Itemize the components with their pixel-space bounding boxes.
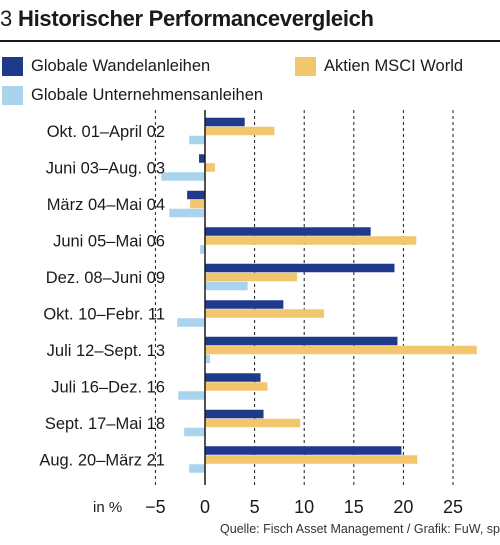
title-rule: [0, 40, 500, 42]
bar-2: [205, 382, 268, 391]
bar-3: [205, 354, 210, 364]
category-label: März 04–Mai 04: [47, 196, 165, 214]
bar-2: [190, 199, 205, 209]
bar-1: [205, 263, 395, 273]
bar-3: [177, 318, 205, 327]
bar-2: [205, 236, 417, 245]
legend-item-wandelanleihen: Globale Wandelanleihen: [2, 57, 210, 76]
legend-swatch: [2, 86, 23, 105]
chart-title: Historischer Performancevergleich: [18, 6, 374, 31]
bar-2: [205, 345, 477, 355]
category-label: Juli 12–Sept. 13: [47, 342, 165, 360]
category-label: Dez. 08–Juni 09: [46, 269, 165, 287]
x-tick-label: 15: [344, 497, 364, 517]
bar-2: [205, 126, 275, 136]
bar-2: [205, 163, 215, 172]
bar-1: [199, 154, 205, 163]
bar-2: [205, 455, 418, 464]
bar-3: [161, 172, 205, 181]
legend-item-msci-world: Aktien MSCI World: [295, 57, 463, 76]
bar-2: [205, 272, 298, 282]
bar-1: [205, 446, 402, 455]
bar-3: [200, 245, 205, 254]
legend-item-unternehmensanleihen: Globale Unternehmensanleihen: [2, 86, 263, 105]
bar-1: [205, 409, 264, 419]
x-tick-label: 0: [200, 497, 210, 517]
bar-3: [189, 464, 205, 473]
bar-3: [189, 135, 205, 145]
bar-3: [205, 281, 248, 291]
bar-3: [169, 208, 205, 218]
legend-swatch: [295, 57, 316, 76]
x-tick-label: 25: [443, 497, 463, 517]
x-tick-label: 20: [393, 497, 413, 517]
category-label: Juni 03–Aug. 03: [46, 160, 165, 178]
bar-2: [205, 418, 301, 428]
bar-1: [187, 190, 205, 200]
category-label: Juni 05–Mai 06: [53, 233, 165, 251]
legend-label: Globale Wandelanleihen: [31, 57, 211, 75]
source-note: Quelle: Fisch Asset Management / Grafik:…: [220, 522, 500, 536]
category-label: Okt. 01–April 02: [47, 123, 165, 141]
bar-1: [205, 117, 245, 127]
category-label: Sept. 17–Mai 18: [45, 415, 165, 433]
bar-1: [205, 373, 261, 382]
x-tick-label: 5: [250, 497, 260, 517]
bar-chart: Okt. 01–April 02 Juni 03–Aug. 03 März 04–M…: [39, 110, 477, 517]
bar-1: [205, 227, 371, 236]
category-label: Okt. 10–Febr. 11: [43, 306, 165, 324]
bar-2: [205, 309, 325, 318]
bar-1: [205, 336, 398, 346]
legend-label: Globale Unternehmensanleihen: [31, 86, 264, 104]
x-tick-label: −5: [145, 497, 166, 517]
legend-label: Aktien MSCI World: [324, 57, 464, 75]
bar-1: [205, 300, 284, 309]
legend-swatch: [2, 57, 23, 76]
bar-3: [184, 427, 205, 437]
category-label: Aug. 20–März 21: [39, 452, 165, 470]
category-label: Juli 16–Dez. 16: [51, 379, 165, 397]
bar-3: [178, 391, 205, 400]
x-axis-unit-label: in %: [93, 499, 122, 516]
chart-header: 3 Historischer Performancevergleich: [0, 6, 500, 40]
x-tick-label: 10: [294, 497, 314, 517]
figure-number: 3: [0, 6, 13, 31]
